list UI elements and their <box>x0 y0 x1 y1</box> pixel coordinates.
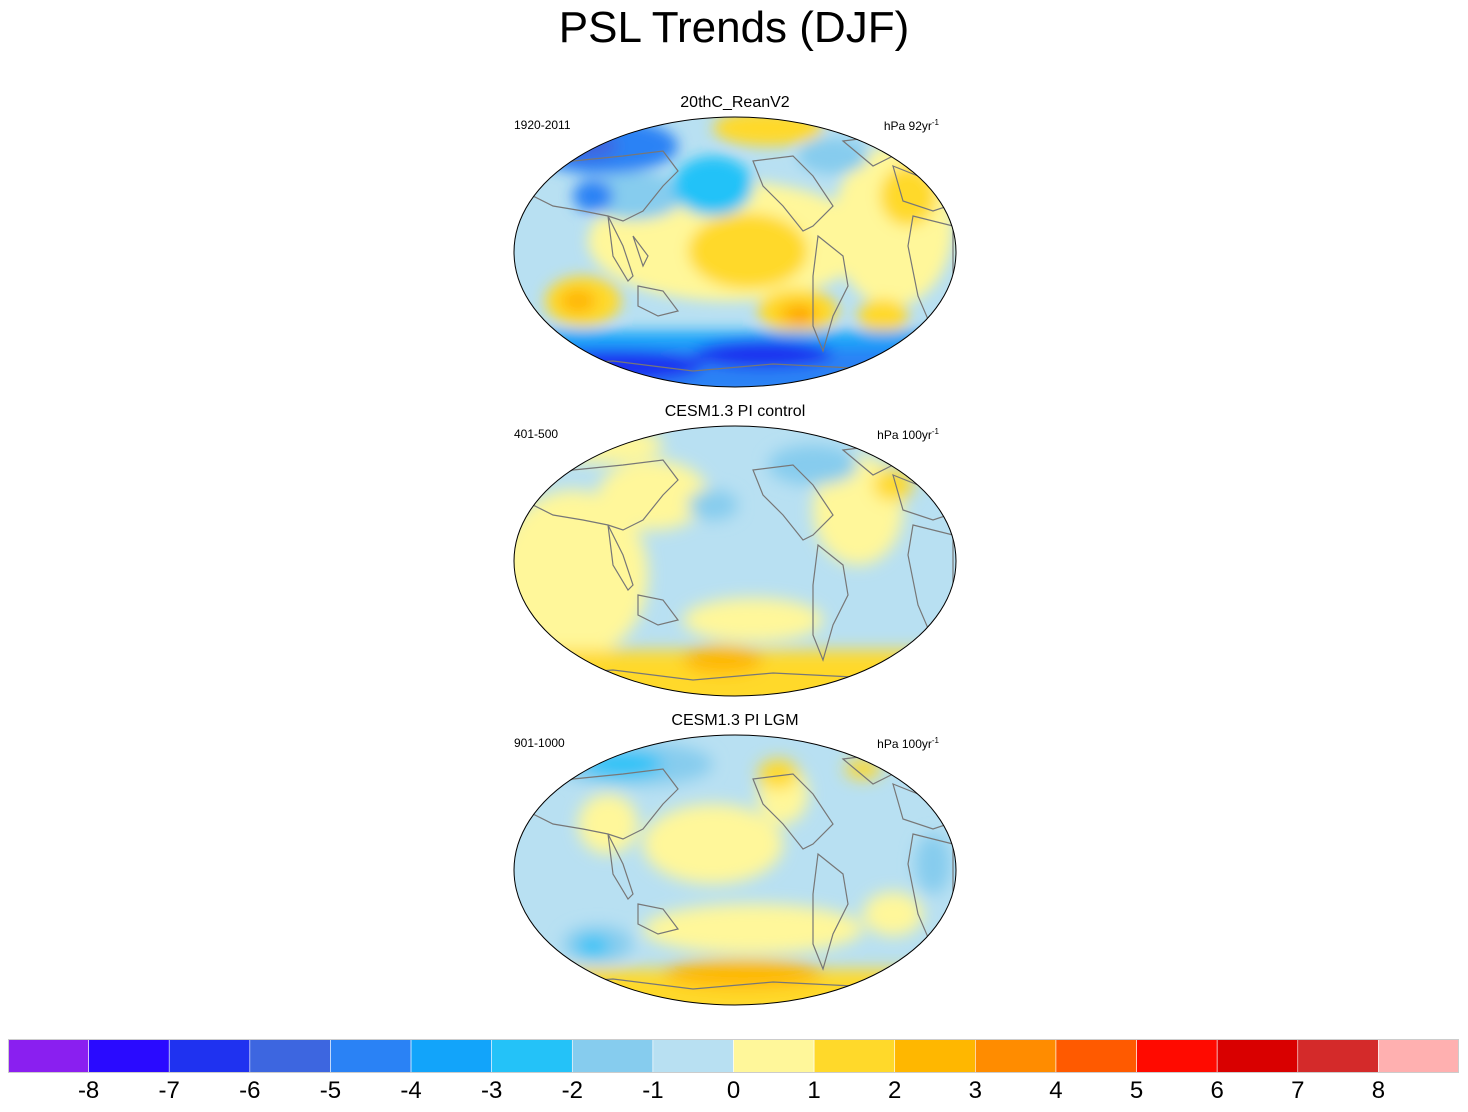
colorbar-tick-label: 2 <box>888 1077 902 1104</box>
colorbar-tick-label: 3 <box>968 1077 983 1104</box>
colorbar-box <box>410 1039 492 1073</box>
period-label: 401-500 <box>514 427 559 441</box>
colorbar-box <box>330 1039 412 1073</box>
colorbar-box <box>168 1039 251 1073</box>
period-label: 901-1000 <box>514 736 565 750</box>
colorbar-tick-label: -8 <box>77 1077 100 1104</box>
colorbar-box <box>1378 1039 1459 1073</box>
colorbar-outline <box>8 1039 1459 1073</box>
colorbar-tick-label: 4 <box>1049 1077 1063 1104</box>
panel-title: CESM1.3 PI LGM <box>671 712 799 729</box>
trend-map <box>513 425 957 697</box>
panel-title: 20thC_ReanV2 <box>680 94 790 111</box>
colorbar-box <box>571 1039 654 1073</box>
panel-cesm13-pi-lgm: CESM1.3 PI LGM 901-1000 hPa 100yr-1 <box>505 712 965 1012</box>
panel-20thc-reanv2: 20thC_ReanV2 1920-2011 hPa 92yr-1 <box>505 94 965 394</box>
period-label: 1920-2011 <box>514 118 571 132</box>
units-label: hPa 92yr-1 <box>883 118 939 133</box>
colorbar-tick-label: -6 <box>239 1077 261 1104</box>
colorbar-box <box>894 1039 976 1073</box>
colorbar-box <box>88 1039 170 1073</box>
colorbar-box <box>8 1039 89 1073</box>
colorbar-tick-label: 8 <box>1371 1077 1386 1104</box>
colorbar-tick-label: 5 <box>1129 1077 1144 1104</box>
colorbar-tick-label: -5 <box>319 1077 342 1104</box>
colorbar-box <box>249 1039 331 1073</box>
colorbar <box>8 1039 1459 1073</box>
colorbar-box <box>491 1039 573 1073</box>
colorbar-tick-label: -2 <box>561 1077 583 1104</box>
colorbar-tick-label: -4 <box>400 1077 422 1104</box>
colorbar-tick-label: -1 <box>642 1077 664 1104</box>
colorbar-box <box>1055 1039 1137 1073</box>
panel-title: CESM1.3 PI control <box>664 403 806 420</box>
colorbar-box <box>1297 1039 1379 1073</box>
trend-map <box>513 116 957 388</box>
colorbar-box <box>652 1039 734 1073</box>
colorbar-tick-label: 6 <box>1210 1077 1224 1104</box>
colorbar-labels: -8 -7 -6 -5 -4 -3 -2 -1 0 1 2 3 4 5 6 7 8 <box>0 1076 1468 1110</box>
colorbar-tick-label: 1 <box>807 1077 821 1104</box>
colorbar-tick-label: -7 <box>158 1077 180 1104</box>
colorbar-box <box>813 1039 896 1073</box>
trend-map <box>513 734 957 1006</box>
chart-title: PSL Trends (DJF) <box>558 3 910 52</box>
colorbar-tick-label: 0 <box>726 1077 741 1104</box>
colorbar-box <box>975 1039 1057 1073</box>
colorbar-box <box>1136 1039 1218 1073</box>
colorbar-tick-label: -3 <box>480 1077 503 1104</box>
units-label: hPa 100yr-1 <box>877 736 939 751</box>
colorbar-box <box>1216 1039 1299 1073</box>
colorbar-tick-label: 7 <box>1291 1077 1305 1104</box>
units-label: hPa 100yr-1 <box>877 427 939 442</box>
panel-cesm13-pi-control: CESM1.3 PI control 401-500 hPa 100yr-1 <box>505 403 965 703</box>
colorbar-box <box>733 1039 815 1073</box>
